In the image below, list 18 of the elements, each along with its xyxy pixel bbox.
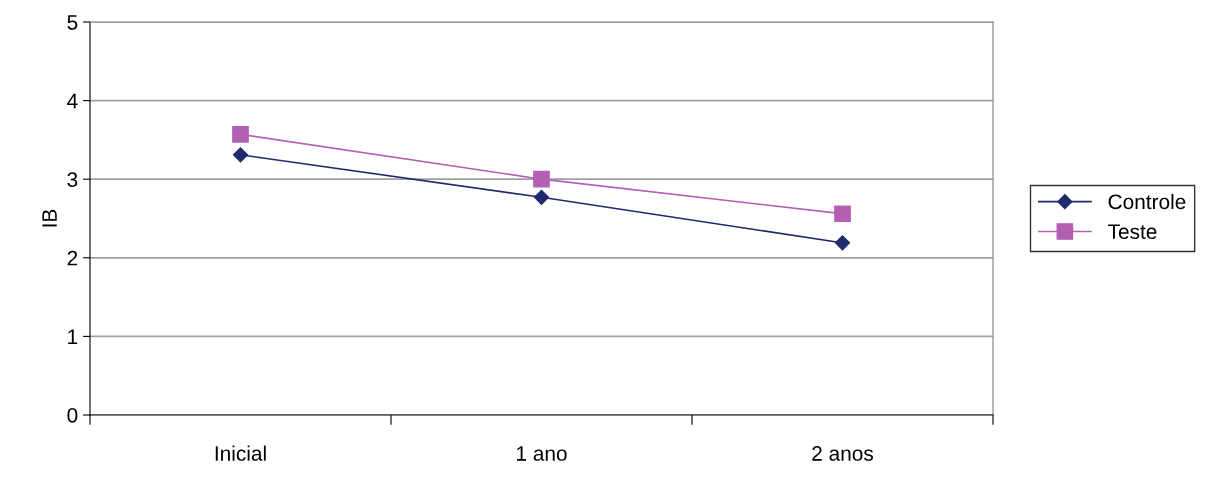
y-tick-label: 4 xyxy=(67,93,78,109)
x-tick-label: 2 anos xyxy=(812,446,874,461)
x-tick-label: 1 ano xyxy=(517,446,567,461)
y-tick-label: 5 xyxy=(67,15,78,30)
point xyxy=(834,235,851,251)
point xyxy=(834,205,851,223)
legend-label: Controle xyxy=(1108,193,1186,210)
point xyxy=(533,189,550,205)
y-tick-label: 2 xyxy=(67,250,78,266)
y-axis-title: IB xyxy=(42,209,57,227)
x-tick-label: Inicial xyxy=(215,445,266,461)
y-tick-label: 0 xyxy=(67,408,78,423)
point xyxy=(232,126,249,143)
legend-label: Teste xyxy=(1108,224,1157,240)
y-tick-label: 1 xyxy=(68,329,78,344)
point xyxy=(533,170,550,188)
y-tick-label: 3 xyxy=(67,172,78,187)
point xyxy=(232,147,249,163)
